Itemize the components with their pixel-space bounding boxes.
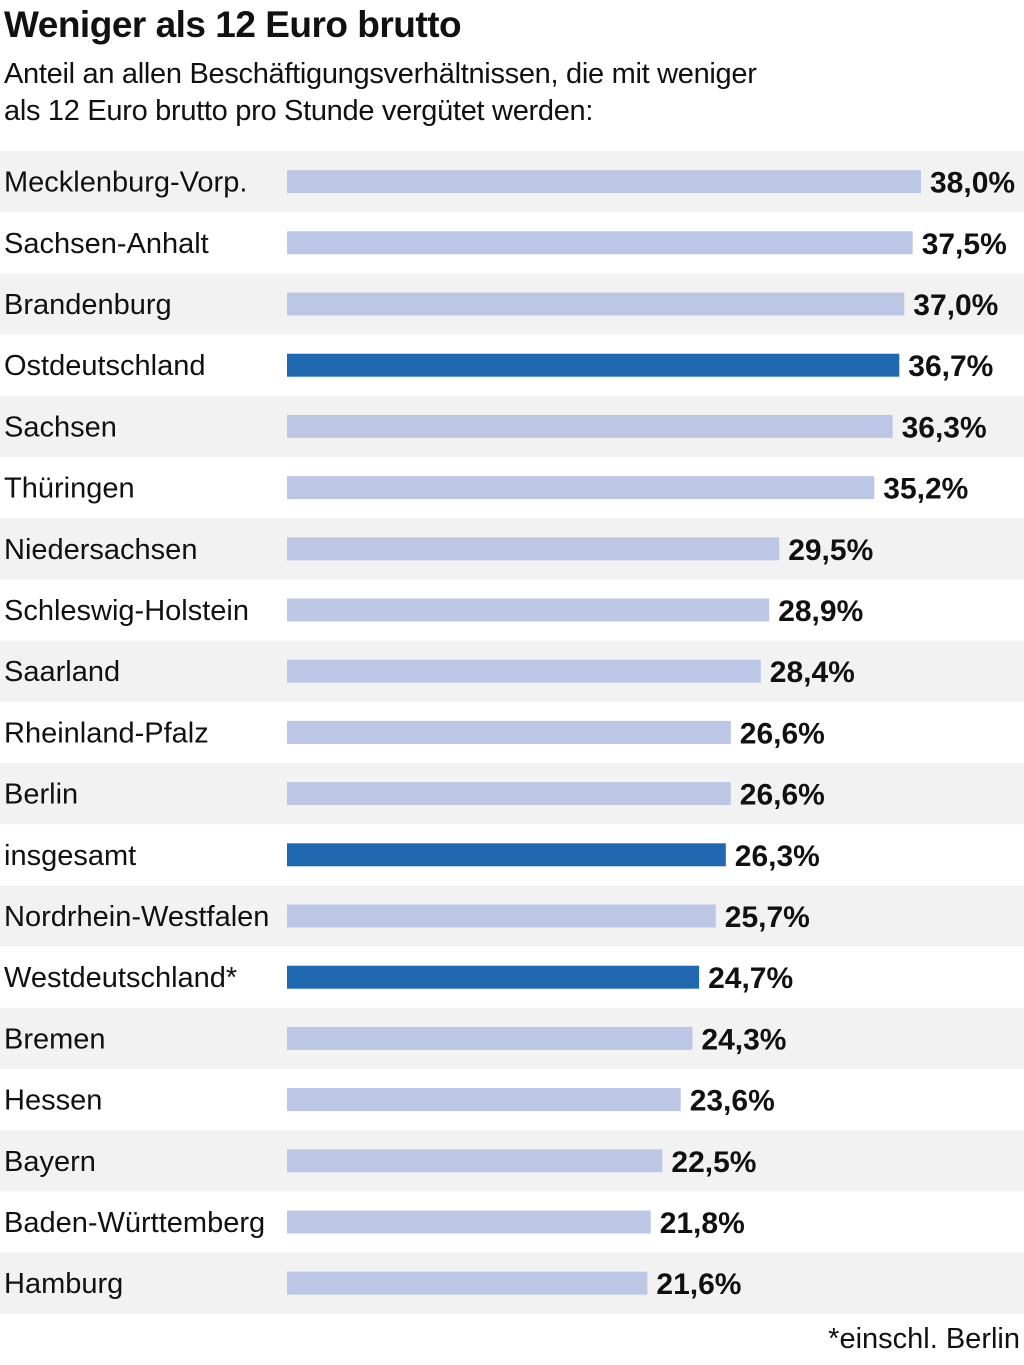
category-label-ostdeutschland: Ostdeutschland [4,350,206,382]
value-label-nordrhein-westfalen: 25,7% [725,901,810,934]
category-label-rheinland-pfalz: Rheinland-Pfalz [4,717,209,749]
value-label-thüringen: 35,2% [883,473,968,506]
category-label-thüringen: Thüringen [4,473,135,505]
category-label-niedersachsen: Niedersachsen [4,534,197,566]
bar-sachsen-anhalt [287,231,913,255]
bar-baden-württemberg [287,1210,651,1234]
bar-bayern [287,1149,663,1173]
value-label-bremen: 24,3% [701,1023,786,1056]
value-label-ostdeutschland: 36,7% [908,350,993,383]
footnote: *einschl. Berlin [828,1323,1020,1355]
bar-hessen [287,1088,681,1112]
value-label-baden-württemberg: 21,8% [660,1207,745,1240]
bar-insgesamt [287,843,726,867]
bar-mecklenburg-vorp [287,170,921,194]
bar-sachsen [287,414,893,438]
bar-hamburg [287,1271,648,1295]
category-label-sachsen-anhalt: Sachsen-Anhalt [4,228,209,260]
bar-nordrhein-westfalen [287,904,716,928]
value-label-berlin: 26,6% [740,779,825,812]
value-label-bayern: 22,5% [671,1146,756,1179]
value-label-hessen: 23,6% [690,1085,775,1118]
category-label-sachsen: Sachsen [4,411,117,443]
value-label-sachsen: 36,3% [902,411,987,444]
value-label-niedersachsen: 29,5% [788,534,873,567]
value-label-brandenburg: 37,0% [913,289,998,322]
value-label-mecklenburg-vorp: 38,0% [930,167,1015,200]
bar-westdeutschland [287,965,700,989]
category-label-berlin: Berlin [4,779,78,811]
category-label-insgesamt: insgesamt [4,840,136,872]
bar-niedersachsen [287,537,780,561]
chart-title: Weniger als 12 Euro brutto [4,4,462,45]
bar-saarland [287,659,761,683]
value-label-sachsen-anhalt: 37,5% [922,228,1007,261]
category-label-baden-württemberg: Baden-Württemberg [4,1207,265,1239]
bar-schleswig-holstein [287,598,770,622]
category-label-bayern: Bayern [4,1146,96,1178]
bar-rheinland-pfalz [287,720,731,744]
bar-ostdeutschland [287,353,900,377]
category-label-brandenburg: Brandenburg [4,289,172,321]
chart-subtitle: Anteil an allen Beschäftigungsverhältnis… [4,58,757,127]
value-label-hamburg: 21,6% [656,1268,741,1301]
category-label-schleswig-holstein: Schleswig-Holstein [4,595,249,627]
bar-brandenburg [287,292,905,316]
value-label-saarland: 28,4% [770,656,855,689]
value-label-rheinland-pfalz: 26,6% [740,717,825,750]
category-label-hamburg: Hamburg [4,1268,123,1300]
category-label-bremen: Bremen [4,1023,106,1055]
category-label-nordrhein-westfalen: Nordrhein-Westfalen [4,901,269,933]
bar-thüringen [287,476,875,500]
value-label-schleswig-holstein: 28,9% [778,595,863,628]
bar-berlin [287,782,731,806]
value-label-insgesamt: 26,3% [735,840,820,873]
bar-bremen [287,1026,693,1050]
category-label-mecklenburg-vorp: Mecklenburg-Vorp. [4,167,247,199]
value-label-westdeutschland: 24,7% [708,962,793,995]
category-label-saarland: Saarland [4,656,120,688]
category-label-hessen: Hessen [4,1085,102,1117]
category-label-westdeutschland: Westdeutschland* [4,962,237,994]
bar-chart: Mecklenburg-Vorp. 38,0% Sachsen-Anhalt 37,5… [0,151,1024,1314]
